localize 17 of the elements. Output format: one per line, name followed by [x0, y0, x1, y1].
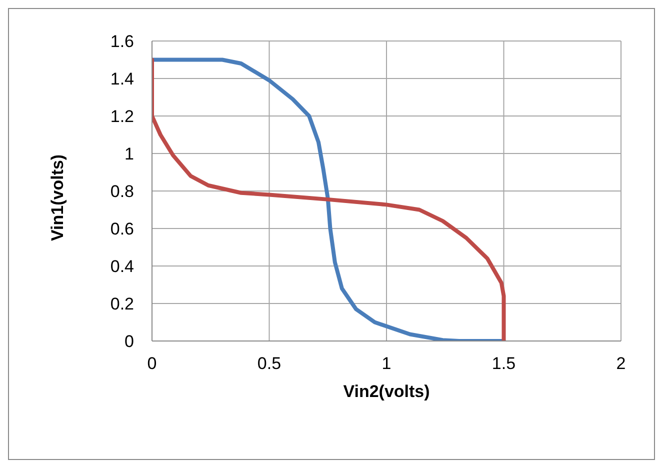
x-tick-label: 1: [382, 354, 392, 374]
y-tick-label: 1: [124, 144, 134, 164]
x-tick-label: 0: [147, 354, 157, 374]
y-axis-title: Vin1(volts): [48, 154, 68, 241]
y-tick-label: 0.2: [110, 294, 134, 314]
line-series: [152, 58, 506, 341]
y-tick-label: 0: [124, 332, 134, 352]
y-tick-label: 0.6: [110, 220, 134, 239]
y-tick-label: 0.8: [110, 182, 134, 202]
x-tick-label: 0.5: [257, 354, 282, 374]
y-tick-label: 0.4: [110, 257, 134, 276]
x-tick-label: 2: [616, 354, 626, 374]
y-tick-label: 1.2: [110, 107, 134, 126]
y-tick-label: 1.6: [110, 32, 134, 52]
y-tick-label: 1.4: [110, 70, 134, 89]
x-axis-title: Vin2(volts): [343, 382, 430, 401]
x-tick-label: 1.5: [492, 354, 516, 374]
